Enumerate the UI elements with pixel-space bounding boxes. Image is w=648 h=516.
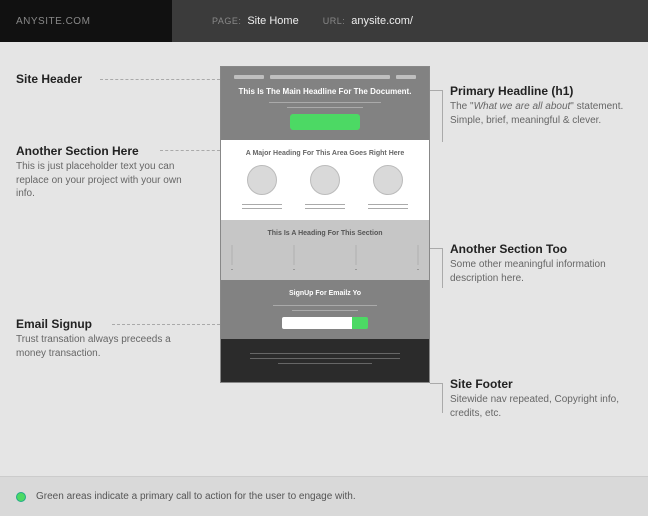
anno-title: Primary Headline (h1) xyxy=(450,84,630,98)
rule-line xyxy=(269,102,382,103)
cta-button[interactable] xyxy=(290,114,360,130)
topbar: ANYSITE.COM PAGE: Site Home URL: anysite… xyxy=(0,0,648,42)
feature-lines xyxy=(231,201,419,212)
feature-circle xyxy=(310,165,340,195)
anno-site-footer: Site Footer Sitewide nav repeated, Copyr… xyxy=(450,377,630,420)
page-value: Site Home xyxy=(247,15,298,27)
footer-line xyxy=(278,363,372,364)
footer-line xyxy=(250,353,400,354)
feature-circle xyxy=(373,165,403,195)
wf-section-signup: SignUp For Emailz Yo xyxy=(221,280,429,339)
email-submit-button[interactable] xyxy=(352,317,368,329)
anno-another-too: Another Section Too Some other meaningfu… xyxy=(450,242,630,285)
email-signup-row xyxy=(231,317,419,329)
wf-section-features: A Major Heading For This Area Goes Right… xyxy=(221,140,429,220)
leader-line xyxy=(430,248,442,249)
anno-body: This is just placeholder text you can re… xyxy=(16,160,201,201)
rule-line xyxy=(273,305,376,306)
canvas: Site Header Another Section Here This is… xyxy=(0,42,648,472)
nav-bar xyxy=(234,75,264,79)
anno-title: Site Footer xyxy=(450,377,630,391)
rule-line xyxy=(292,310,358,311)
anno-title: Another Section Here xyxy=(16,144,201,158)
feature-circles xyxy=(231,165,419,195)
anno-body: Trust transation always preceeds a money… xyxy=(16,333,201,360)
wf-headline: This Is The Main Headline For The Docume… xyxy=(231,87,419,96)
rule-line xyxy=(287,107,362,108)
wf-section-heading: A Major Heading For This Area Goes Right… xyxy=(231,150,419,157)
wf-section-boxes: This Is A Heading For This Section xyxy=(221,220,429,280)
wf-footer xyxy=(221,339,429,382)
legend: Green areas indicate a primary call to a… xyxy=(0,476,648,516)
brand-label: ANYSITE.COM xyxy=(0,0,172,42)
nav-bar xyxy=(270,75,390,79)
anno-body: Some other meaningful information descri… xyxy=(450,258,630,285)
wireframe: This Is The Main Headline For The Docume… xyxy=(220,66,430,383)
anno-body: The "What we are all about" statement. S… xyxy=(450,100,630,127)
leader-line xyxy=(442,90,443,142)
email-input[interactable] xyxy=(282,317,352,329)
anno-body: Sitewide nav repeated, Copyright info, c… xyxy=(450,393,630,420)
anno-title: Another Section Too xyxy=(450,242,630,256)
topbar-info: PAGE: Site Home URL: anysite.com/ xyxy=(172,0,648,42)
footer-line xyxy=(250,358,400,359)
leader-line xyxy=(100,79,220,80)
legend-text: Green areas indicate a primary call to a… xyxy=(36,491,356,502)
nav-bar xyxy=(396,75,416,79)
content-box xyxy=(293,245,295,265)
anno-body-pre: The " xyxy=(450,101,474,112)
content-box xyxy=(417,245,419,265)
url-label: URL: xyxy=(323,16,346,26)
wf-header: This Is The Main Headline For The Docume… xyxy=(221,67,429,140)
wf-section-heading: This Is A Heading For This Section xyxy=(231,230,419,237)
wf-nav-bars xyxy=(231,75,419,79)
leader-line xyxy=(442,383,443,413)
leader-line xyxy=(112,324,220,325)
leader-line xyxy=(430,383,442,384)
content-box xyxy=(231,245,233,265)
page-label: PAGE: xyxy=(212,16,241,26)
feature-circle xyxy=(247,165,277,195)
legend-dot-icon xyxy=(16,492,26,502)
leader-line xyxy=(442,248,443,288)
leader-line xyxy=(430,90,442,91)
url-value: anysite.com/ xyxy=(351,15,413,27)
anno-primary-headline: Primary Headline (h1) The "What we are a… xyxy=(450,84,630,127)
anno-body-em: What we are all about xyxy=(474,101,571,112)
anno-site-header: Site Header xyxy=(16,72,186,88)
leader-line xyxy=(160,150,220,151)
anno-another-section: Another Section Here This is just placeh… xyxy=(16,144,201,201)
wf-section-heading: SignUp For Emailz Yo xyxy=(231,290,419,297)
box-row xyxy=(231,245,419,270)
content-box xyxy=(355,245,357,265)
